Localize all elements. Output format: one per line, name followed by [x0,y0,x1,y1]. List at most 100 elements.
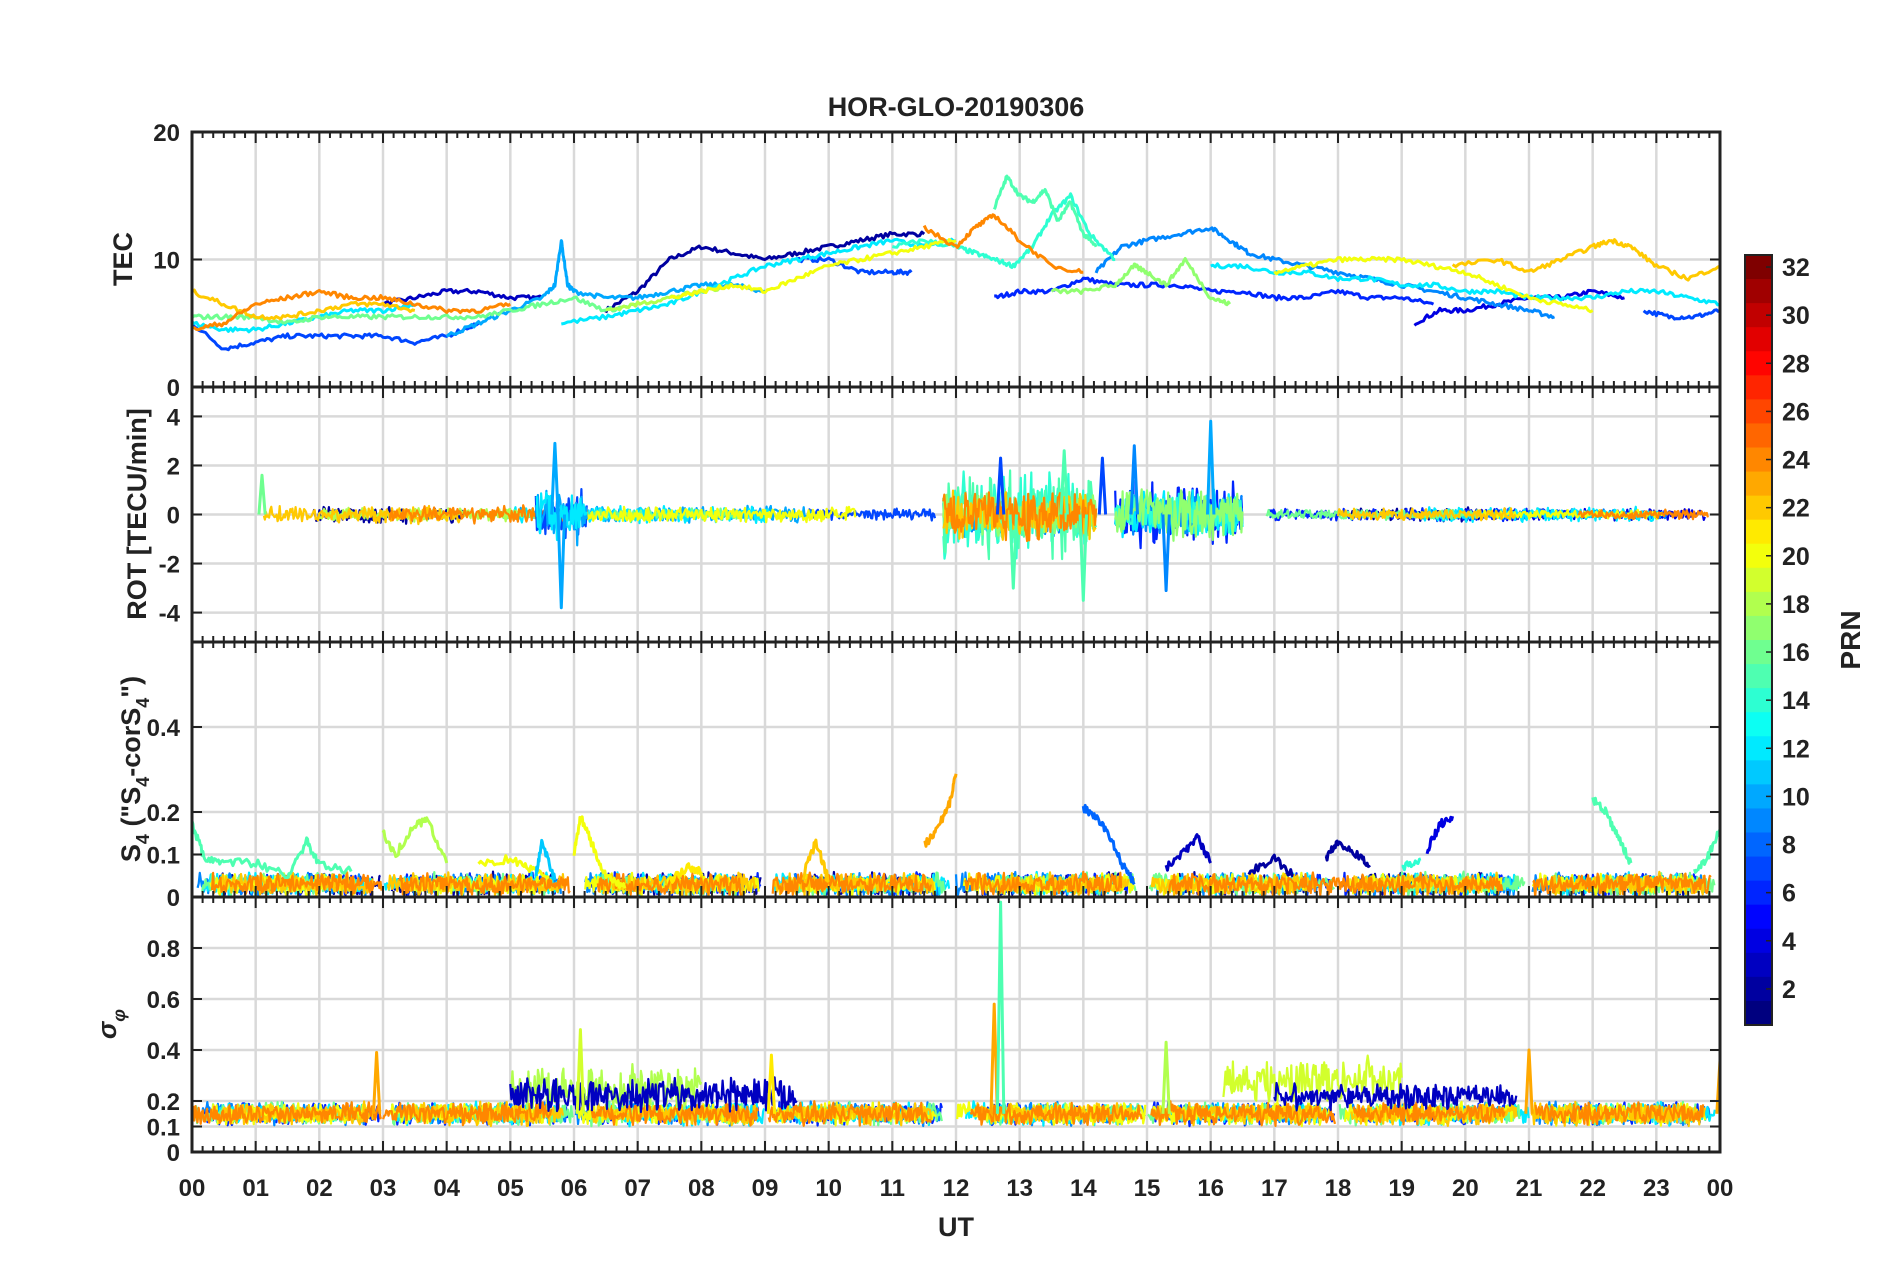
colorbar-tick-label: 24 [1782,447,1810,475]
series-prn-8 [1081,803,1136,886]
colorbar-swatch [1745,279,1772,304]
series-prn-2 [1247,853,1294,878]
series-prn-24 [1534,1101,1705,1126]
series-prn-22 [1337,507,1517,522]
x-tick-label: 07 [624,1175,651,1202]
colorbar-tick-label: 32 [1782,254,1810,282]
x-tick-label: 17 [1261,1175,1288,1202]
series-prn-20 [1273,255,1594,314]
panel-rot: -4 -2 0 2 4 ROT [TECU/min] [122,385,1722,644]
x-tick-label: 09 [752,1175,779,1202]
x-tick-label: 10 [815,1175,842,1202]
series-prn-12 [1114,488,1244,539]
series-prn-22 [192,288,416,321]
colorbar-swatch [1745,471,1772,497]
series-prn-15 [1008,514,1018,590]
series-prn-16 [257,473,267,515]
series-prn-10 [445,239,765,338]
ylabel-sigma: σφ [92,1009,129,1039]
series-prn-24 [963,870,1123,897]
series-prn-23 [923,773,958,848]
y-tick-label: 2 [167,453,180,480]
series-prn-23 [1524,1048,1534,1114]
y-tick-label: 0.1 [147,1115,180,1142]
colorbar-tick-label: 16 [1782,639,1810,667]
y-tick-label: -4 [159,601,181,628]
colorbar-tick-label: 4 [1782,928,1796,956]
colorbar-swatches [1745,255,1772,1026]
series-prn-22 [262,504,461,526]
series-prn-24 [942,491,1098,544]
colorbar-tick-label: 30 [1782,302,1810,330]
colorbar-swatch [1745,664,1772,689]
x-tick-label: 14 [1070,1175,1097,1202]
series-prn-2 [604,230,926,314]
x-tick-label: 01 [242,1175,269,1202]
grid-s4 [192,642,1720,897]
x-tick-label: 13 [1006,1175,1033,1202]
series-prn-3 [1273,1081,1518,1112]
y-tick-label: 0 [167,375,180,402]
series-prn-24 [1532,872,1712,897]
colorbar-swatch [1745,712,1772,737]
x-tick-label: 18 [1325,1175,1352,1202]
series-prn-15 [1078,514,1088,602]
series-prn-18 [317,506,522,523]
colorbar-tick-label: 10 [1782,783,1810,811]
series-prn-15 [1591,796,1633,865]
series-prn-20 [572,815,627,889]
series-prn-22 [801,838,830,883]
yticks-sigma: 00.10.2 0.4 0.6 0.8 [147,895,1722,1167]
colorbar-tick-label: 18 [1782,591,1810,619]
colorbar-tick-label: 28 [1782,350,1810,378]
series-tec [192,174,1720,352]
series-prn-2 [1324,839,1371,869]
colorbar-tick-label: 14 [1782,687,1810,715]
series-prn-10 [1206,419,1216,515]
colorbar-swatch [1745,615,1772,641]
ylabel-rot: ROT [TECU/min] [122,408,152,619]
x-tick-label: 04 [433,1175,460,1202]
colorbar-tick-label: 26 [1782,398,1810,426]
series-prn-24 [398,872,571,897]
series-prn-3 [1164,833,1212,872]
series-prn-14 [891,192,1116,269]
colorbar-swatch [1745,1000,1772,1026]
series-prn-24 [1577,508,1709,521]
series-prn-23 [1715,1058,1720,1114]
colorbar-tick-label: 8 [1782,832,1796,860]
series-prn-10 [556,514,566,610]
x-axis-ticks: 00 01 02 03 04 05 06 07 08 09 10 11 12 13 14 15 16 17 18 19… [179,1175,1734,1202]
colorbar-label: PRN [1835,610,1866,669]
series-prn-24 [1167,871,1339,897]
series-prn-21 [668,862,703,884]
colorbar-tick-label: 12 [1782,735,1810,763]
chart-title: HOR-GLO-20190306 [828,92,1085,122]
x-tick-label: 02 [306,1175,333,1202]
series-prn-15 [192,820,353,880]
series-prn-22 [1163,1101,1328,1127]
series-prn-23 [372,1051,382,1114]
series-prn-7 [806,507,937,522]
x-tick-label: 05 [497,1175,524,1202]
colorbar-swatch [1745,327,1772,352]
y-tick-label: 0 [167,503,180,530]
series-prn-15 [995,900,1006,1114]
y-tick-label: 20 [153,120,180,147]
x-tick-label: 23 [1643,1175,1670,1202]
colorbar-swatch [1745,904,1772,930]
series-prn-17 [1050,257,1232,307]
series-prn-24 [1150,1100,1337,1128]
series-prn-9 [1161,514,1171,592]
x-tick-label: 08 [688,1175,715,1202]
x-tick-label: 19 [1388,1175,1415,1202]
series-prn-24 [210,871,383,897]
series-rot [257,419,1709,610]
x-tick-label: 22 [1579,1175,1606,1202]
series-prn-7 [1642,308,1720,321]
y-tick-label: 0.6 [147,987,180,1014]
